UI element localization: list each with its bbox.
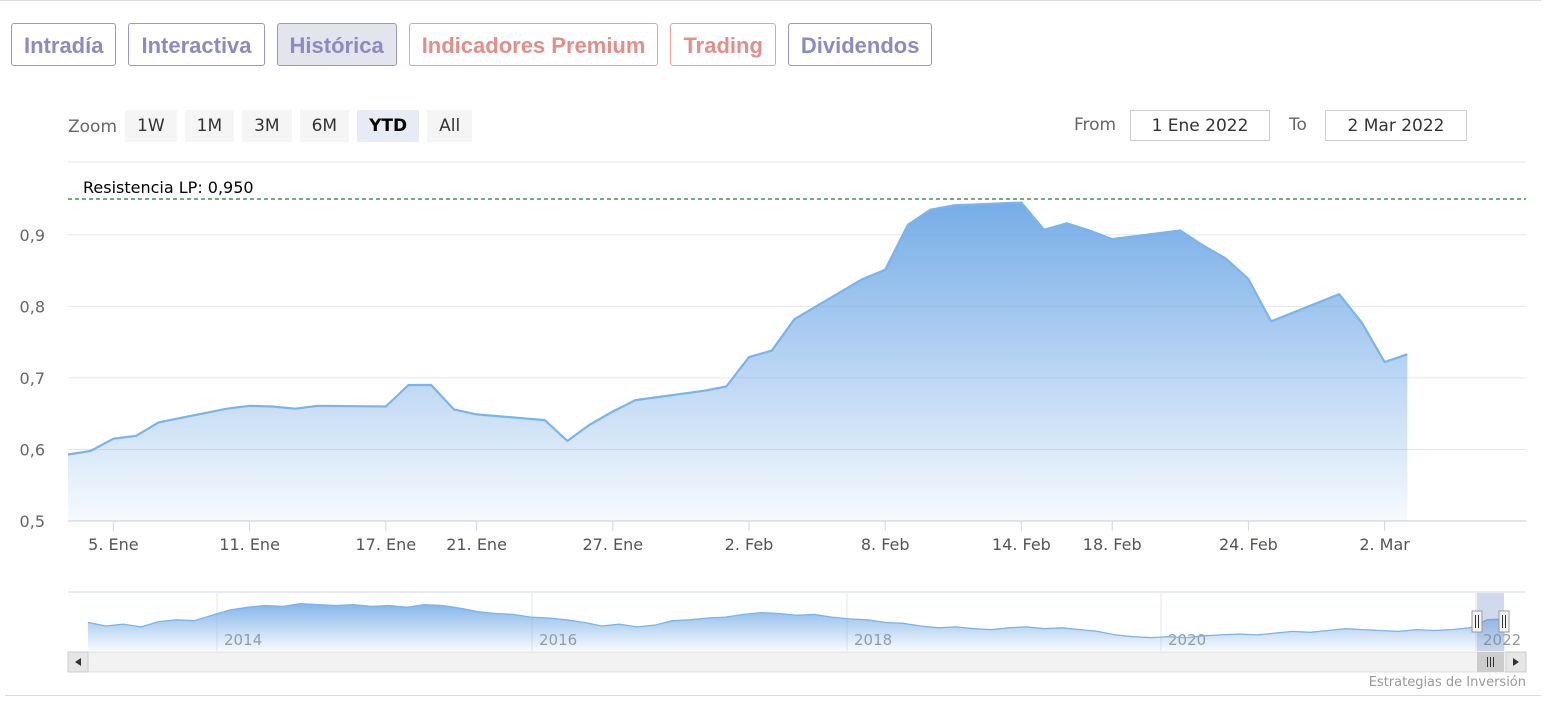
navigator-series	[87, 603, 1506, 651]
x-tick-label: 2. Feb	[725, 535, 774, 554]
tab-historica[interactable]: Histórica	[276, 23, 397, 66]
navigator-area-fill	[88, 603, 1505, 651]
y-tick-label: 0,8	[20, 297, 45, 316]
x-tick-label: 8. Feb	[861, 535, 910, 554]
y-tick-label: 0,7	[20, 369, 45, 388]
x-tick-label: 11. Ene	[219, 535, 280, 554]
y-tick-label: 0,9	[20, 226, 45, 245]
y-axis: 0,5 0,6 0,7 0,8 0,9	[20, 226, 45, 531]
scrollbar[interactable]	[67, 651, 1527, 673]
x-tick-label: 5. Ene	[88, 535, 138, 554]
scrollbar-track[interactable]	[67, 651, 1527, 673]
series-area	[67, 201, 1408, 521]
resistance-annotation: Resistencia LP: 0,950	[68, 178, 1526, 200]
to-date-input[interactable]: 2 Mar 2022	[1325, 110, 1467, 141]
price-area-fill	[68, 202, 1408, 521]
navigator-line	[87, 603, 1506, 639]
x-tick-label: 27. Ene	[582, 535, 643, 554]
navigator-left-handle[interactable]	[1471, 610, 1483, 633]
x-tick-label: 24. Feb	[1219, 535, 1278, 554]
from-date-input[interactable]: 1 Ene 2022	[1130, 110, 1270, 141]
scrollbar-right-arrow-icon	[1513, 658, 1519, 666]
resistance-label: Resistencia LP: 0,950	[83, 178, 254, 197]
zoom-1w-button[interactable]: 1W	[125, 110, 177, 142]
x-tick-label: 18. Feb	[1083, 535, 1142, 554]
from-label: From	[1074, 115, 1117, 135]
navigator: 20142016201820202022	[68, 591, 1526, 651]
tab-indicadores-premium[interactable]: Indicadores Premium	[408, 23, 659, 66]
x-tick-label: 14. Feb	[992, 535, 1051, 554]
top-border	[0, 0, 1541, 1]
zoom-1m-button[interactable]: 1M	[184, 110, 235, 142]
zoom-buttons: 1W 1M 3M 6M YTD All	[125, 110, 473, 142]
price-line	[67, 201, 1408, 456]
zoom-6m-button[interactable]: 6M	[299, 110, 350, 142]
scrollbar-left-arrow-icon	[75, 658, 81, 666]
tab-intradia[interactable]: Intradía	[11, 23, 117, 66]
x-tick-label: 21. Ene	[446, 535, 507, 554]
to-label: To	[1289, 115, 1307, 135]
chart-tabs: Intradía Interactiva Histórica Indicador…	[11, 23, 933, 66]
y-tick-label: 0,6	[20, 440, 45, 459]
y-tick-label: 0,5	[20, 512, 45, 531]
tab-interactiva[interactable]: Interactiva	[128, 23, 265, 66]
x-tick-label: 17. Ene	[355, 535, 416, 554]
x-tick-label: 2. Mar	[1359, 535, 1410, 554]
navigator-right-handle[interactable]	[1498, 610, 1510, 633]
zoom-ytd-button[interactable]: YTD	[357, 110, 420, 142]
x-axis: 5. Ene 11. Ene 17. Ene 21. Ene 27. Ene 2. Feb…	[88, 521, 1410, 554]
zoom-3m-button[interactable]: 3M	[242, 110, 292, 142]
tab-trading[interactable]: Trading	[670, 23, 776, 66]
tab-dividendos[interactable]: Dividendos	[787, 23, 933, 66]
bottom-border	[5, 695, 1541, 696]
zoom-all-button[interactable]: All	[427, 110, 473, 142]
chart-credit: Estrategias de Inversión	[1368, 675, 1526, 690]
zoom-label: Zoom	[68, 117, 118, 137]
